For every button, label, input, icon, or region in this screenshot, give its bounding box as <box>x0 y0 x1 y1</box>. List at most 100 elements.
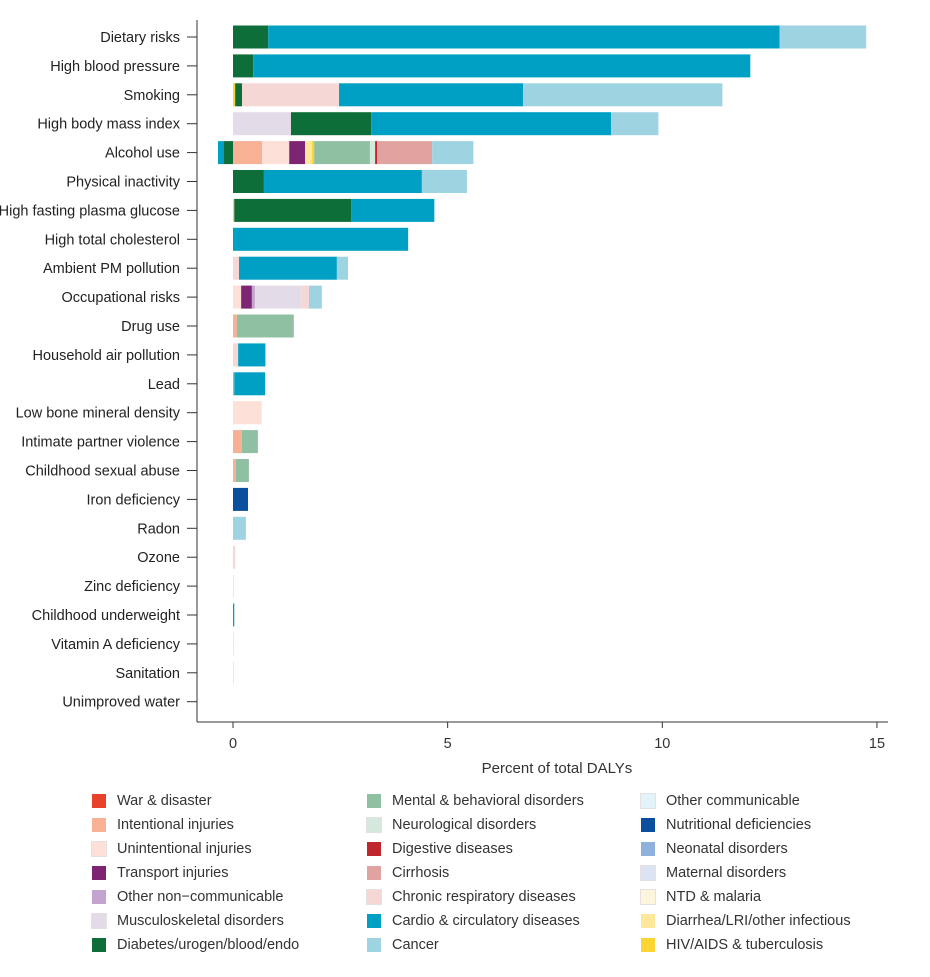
bar-segment <box>233 170 264 193</box>
legend-swatch <box>367 842 381 856</box>
bar-segment <box>234 198 352 222</box>
bar-segment <box>371 112 612 136</box>
legend-swatch <box>367 914 381 928</box>
legend-item: Other non−communicable <box>92 889 283 905</box>
legend-label: War & disaster <box>117 793 212 809</box>
y-tick-label: Smoking <box>124 88 180 104</box>
legend-swatch <box>366 889 382 905</box>
bar-segment <box>233 343 239 367</box>
y-tick-label: Occupational risks <box>62 290 180 306</box>
bar-segment <box>236 314 294 338</box>
legend-item: Chronic respiratory diseases <box>366 889 576 905</box>
y-tick-label: Low bone mineral density <box>16 406 181 422</box>
bar-segment <box>236 459 249 482</box>
x-tick-label: 15 <box>869 736 885 752</box>
legend-swatch <box>91 841 107 857</box>
legend-item: War & disaster <box>92 793 212 809</box>
legend-label: Neonatal disorders <box>666 841 788 857</box>
bar-segment <box>263 170 422 193</box>
bar-segment <box>254 285 302 309</box>
y-tick-label: Childhood underweight <box>32 608 180 624</box>
y-tick-label: Iron deficiency <box>87 492 181 508</box>
y-tick-label: Unimproved water <box>62 695 180 711</box>
y-tick-label: Intimate partner violence <box>21 435 180 451</box>
bar-segment <box>233 83 236 107</box>
y-tick-label: Alcohol use <box>105 146 180 162</box>
bar-segment <box>432 141 474 165</box>
bar-segment <box>233 112 291 136</box>
bar-segment-negative <box>223 141 233 165</box>
bar-segment <box>233 459 237 482</box>
bar-segment <box>233 314 237 338</box>
bar-segment <box>233 632 234 656</box>
legend-swatch <box>367 794 381 808</box>
legend-label: NTD & malaria <box>666 889 762 905</box>
bar-segment <box>233 516 246 540</box>
legend-item: Mental & behavioral disorders <box>367 793 584 809</box>
legend-label: Chronic respiratory diseases <box>392 889 576 905</box>
bar-segment <box>233 285 242 309</box>
legend-item: Neurological disorders <box>366 817 537 833</box>
bar-segment <box>242 430 258 454</box>
bar-segment <box>351 198 435 222</box>
y-tick-label: Sanitation <box>116 666 181 682</box>
legend-swatch <box>92 938 106 952</box>
legend-label: Other communicable <box>666 793 800 809</box>
legend-item: Diarrhea/LRI/other infectious <box>641 913 851 929</box>
y-tick-label: Drug use <box>121 319 180 335</box>
legend-swatch <box>367 938 381 952</box>
bar-segment <box>289 141 306 165</box>
bar-segment <box>305 141 312 165</box>
legend-label: Neurological disorders <box>392 817 537 833</box>
legend-label: Digestive diseases <box>392 841 513 857</box>
legend-swatch <box>92 890 106 904</box>
bar-segment <box>251 285 255 309</box>
y-tick-label: Ambient PM pollution <box>43 261 180 277</box>
bar-segment <box>233 487 249 511</box>
x-tick-label: 0 <box>229 736 237 752</box>
legend-label: Diabetes/urogen/blood/endo <box>117 937 300 953</box>
y-tick-label: Radon <box>137 521 180 537</box>
legend-swatch <box>641 938 655 952</box>
y-tick-label: High fasting plasma glucose <box>0 203 180 219</box>
bar-segment <box>293 314 294 338</box>
legend-label: Cirrhosis <box>392 865 450 881</box>
bar-segment <box>265 343 267 367</box>
legend-item: Transport injuries <box>92 865 228 881</box>
legend-item: Nutritional deficiencies <box>641 817 811 833</box>
bar-segment <box>235 83 243 107</box>
legend-swatch <box>366 817 382 833</box>
bar-segment <box>233 256 240 280</box>
y-tick-label: High blood pressure <box>50 59 180 75</box>
legend-swatch <box>92 794 106 808</box>
y-tick-label: Household air pollution <box>32 348 180 364</box>
bar-segment-negative <box>217 141 224 165</box>
legend-item: Musculoskeletal disorders <box>91 913 284 929</box>
y-tick-label: High total cholesterol <box>45 232 180 248</box>
legend-item: Cirrhosis <box>367 865 449 881</box>
y-tick-label: Ozone <box>137 550 180 566</box>
bar-segment <box>268 25 780 49</box>
bar-segment <box>234 372 266 396</box>
bar-segment <box>233 603 235 627</box>
bar-segment <box>611 112 659 136</box>
legend-swatch <box>640 889 656 905</box>
y-tick-label: Physical inactivity <box>66 175 180 191</box>
legend-label: HIV/AIDS & tuberculosis <box>666 937 824 953</box>
legend-item: Maternal disorders <box>640 865 787 881</box>
bar-segment <box>239 256 337 280</box>
y-tick-label: Zinc deficiency <box>84 579 181 595</box>
bar-segment <box>242 83 340 107</box>
legend-label: Mental & behavioral disorders <box>392 793 584 809</box>
bar-segment <box>233 401 262 425</box>
y-tick-label: Lead <box>148 377 180 393</box>
bar-segment <box>290 112 372 136</box>
legend-swatch <box>640 865 656 881</box>
legend-item: Cancer <box>367 937 439 953</box>
bar-segment <box>523 83 723 107</box>
legend-swatch <box>91 913 107 929</box>
legend-label: Intentional injuries <box>117 817 234 833</box>
legend-swatch <box>367 866 381 880</box>
legend-label: Maternal disorders <box>666 865 787 881</box>
